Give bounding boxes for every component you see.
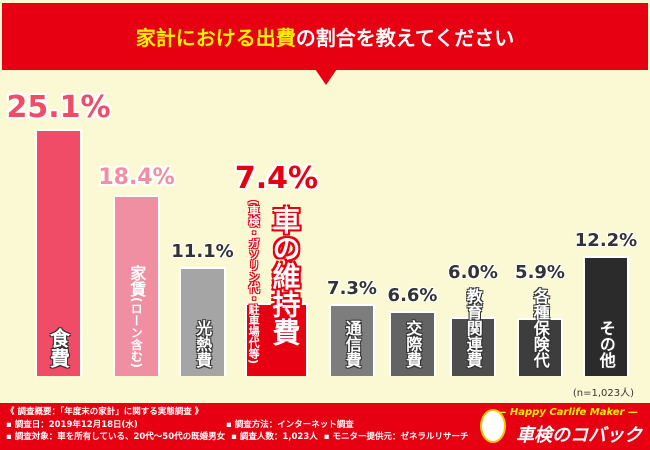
kobac-logo: — Happy Carlife Maker — 車検のコバック	[480, 405, 646, 447]
value-label: 7.3%	[327, 278, 377, 300]
survey-target: ▪ 調査対象：車を所有している、20代〜50代の既婚男女	[6, 432, 226, 442]
value-label: 6.0%	[448, 262, 498, 283]
mascot-icon	[480, 409, 506, 443]
bar-5	[329, 304, 375, 376]
survey-overview: 《 調査概要：「年度末の家計」に関する実態調査 》	[6, 407, 204, 417]
survey-provider: ▪ モニター提供元：ゼネラルリサーチ	[323, 432, 469, 442]
title-highlight: 家計における出費	[135, 26, 296, 50]
speech-pointer	[315, 69, 337, 85]
bar-label: 教育関連費	[463, 288, 483, 368]
bar-2	[113, 194, 160, 376]
bar-label: その他	[596, 320, 616, 368]
value-label: 11.1%	[171, 240, 234, 262]
bar-9	[583, 255, 629, 376]
bar-chart: 食費 25.1% 家賃(ローン含む) 18.4% 光熱費 11.1% 車の維持費 (車検・ガソ…	[6, 89, 638, 376]
survey-text: 《 調査概要：「年度末の家計」に関する実態調査 》 ▪ 調査日：2019年12月…	[6, 406, 476, 444]
value-label: 5.9%	[515, 262, 565, 283]
bar-1	[35, 128, 82, 376]
bar-sublabel: (車検・ガソリン代・駐車場代等)	[247, 200, 261, 365]
chart-title: 家計における出費 の割合を教えてください	[2, 3, 648, 70]
bar-label: 光熱費	[193, 320, 213, 368]
bar-label: 交際費	[403, 320, 423, 368]
bar-label: 車の維持費	[268, 206, 302, 346]
bar-label: 各種保険代	[530, 288, 550, 368]
value-label: 12.2%	[574, 229, 638, 251]
survey-footer: 《 調査概要：「年度末の家計」に関する実態調査 》 ▪ 調査日：2019年12月…	[0, 403, 650, 450]
bar-sublabel: (ローン含む)	[129, 297, 144, 368]
sample-size-note: (n=1,023人)	[572, 388, 634, 399]
bar-6	[389, 310, 436, 376]
logo-name: 車検のコバック	[516, 425, 642, 446]
value-label: 6.6%	[387, 284, 438, 306]
bar-7	[450, 316, 496, 376]
bar-label: 食費	[46, 328, 71, 368]
value-label: 25.1%	[6, 89, 111, 125]
title-rest: の割合を教えてください	[295, 26, 515, 50]
bar-label: 家賃(ローン含む)	[127, 265, 147, 368]
bar-3	[179, 266, 226, 376]
survey-method: ▪ 調査方法：インターネット調査	[226, 419, 354, 430]
value-label: 7.4%	[234, 161, 319, 196]
survey-date: ▪ 調査日：2019年12月18日(水)	[6, 419, 138, 430]
bar-8	[517, 317, 563, 376]
logo-tagline: — Happy Carlife Maker —	[496, 407, 638, 418]
survey-count: ▪ 調査人数：1,023人	[231, 432, 318, 442]
bar-4	[245, 303, 308, 376]
bar-label: 通信費	[342, 320, 362, 368]
value-label: 18.4%	[98, 164, 175, 190]
